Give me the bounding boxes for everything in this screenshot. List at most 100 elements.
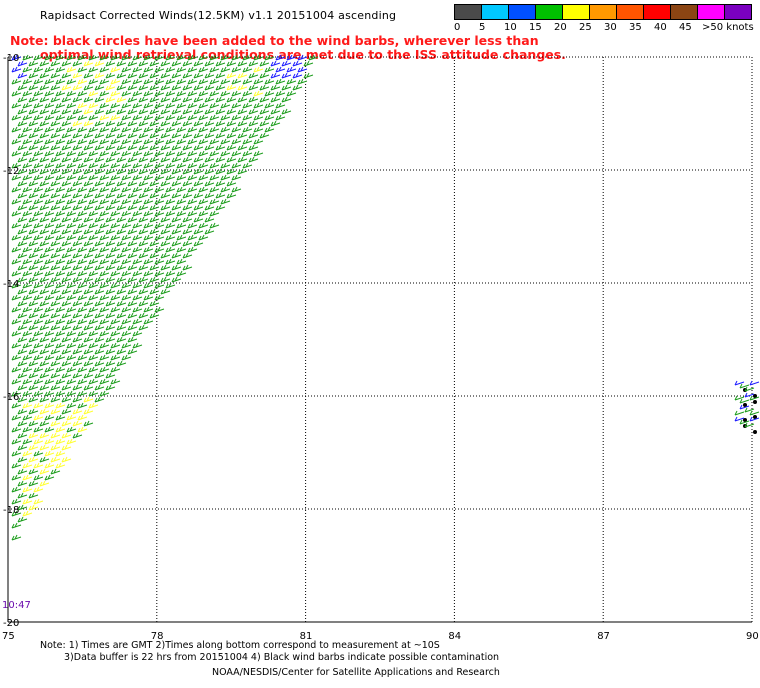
wind-barb	[44, 210, 55, 217]
wind-barb	[22, 234, 33, 241]
wind-barb	[39, 204, 50, 211]
wind-barb	[143, 210, 154, 217]
wind-barb	[116, 156, 127, 163]
wind-barb	[44, 402, 55, 409]
wind-barb	[17, 336, 28, 343]
wind-barb	[143, 138, 154, 145]
wind-barb	[50, 264, 61, 271]
wind-barb	[744, 422, 755, 428]
footer-line-2: 3)Data buffer is 22 hrs from 20151004 4)…	[64, 652, 500, 663]
wind-barb	[182, 204, 193, 211]
wind-barb	[77, 414, 88, 421]
wind-barb	[83, 396, 94, 403]
wind-barb	[231, 54, 242, 61]
wind-barb	[204, 108, 215, 115]
wind-barb	[83, 312, 94, 319]
wind-barb	[17, 420, 28, 427]
wind-barb	[121, 138, 132, 145]
wind-barb	[28, 480, 39, 487]
wind-barb	[99, 390, 110, 397]
wind-barb	[72, 300, 83, 307]
wind-barb	[72, 216, 83, 223]
wind-barb	[127, 132, 138, 139]
wind-barb	[28, 132, 39, 139]
longitude-label: 87	[597, 631, 610, 640]
wind-barb	[44, 150, 55, 157]
wind-barb	[99, 186, 110, 193]
wind-barb	[171, 144, 182, 151]
wind-barb	[44, 366, 55, 373]
wind-barb	[209, 210, 220, 217]
wind-barb	[17, 456, 28, 463]
wind-barb	[77, 234, 88, 241]
wind-barb	[28, 360, 39, 367]
wind-barb	[165, 234, 176, 241]
wind-barb	[110, 198, 121, 205]
wind-barb	[182, 168, 193, 175]
wind-barb	[55, 234, 66, 241]
wind-barb	[165, 210, 176, 217]
wind-barb	[176, 150, 187, 157]
wind-barb	[204, 192, 215, 199]
map-grid	[7, 56, 753, 623]
wind-barb	[11, 198, 22, 205]
wind-barb	[121, 210, 132, 217]
wind-barb	[61, 408, 72, 415]
wind-barb	[149, 144, 160, 151]
wind-barb	[116, 240, 127, 247]
wind-barb	[116, 264, 127, 271]
legend-label: 40	[654, 22, 667, 33]
wind-barb	[204, 120, 215, 127]
wind-barb	[22, 414, 33, 421]
wind-barb	[116, 288, 127, 295]
wind-barb	[33, 78, 44, 85]
wind-barb	[121, 222, 132, 229]
wind-barb	[110, 366, 121, 373]
wind-barb	[88, 378, 99, 385]
wind-barb	[176, 270, 187, 277]
wind-barb	[72, 264, 83, 271]
wind-barb	[110, 126, 121, 133]
wind-barb	[39, 396, 50, 403]
wind-barb	[50, 60, 61, 67]
wind-barb	[17, 204, 28, 211]
wind-barb	[17, 468, 28, 475]
wind-barb	[39, 480, 50, 487]
wind-barb	[99, 90, 110, 97]
wind-barb	[264, 102, 275, 109]
wind-barb	[204, 96, 215, 103]
wind-barb	[83, 156, 94, 163]
pass-time-label: 10:47	[2, 600, 31, 611]
wind-barb	[138, 324, 149, 331]
wind-barb	[182, 240, 193, 247]
wind-barb	[39, 408, 50, 415]
wind-barb	[171, 120, 182, 127]
wind-barb	[132, 270, 143, 277]
wind-barb	[110, 270, 121, 277]
wind-barb	[121, 234, 132, 241]
wind-barb	[77, 174, 88, 181]
wind-barb	[83, 300, 94, 307]
wind-barb	[28, 144, 39, 151]
wind-barb	[165, 222, 176, 229]
wind-barb	[66, 210, 77, 217]
wind-barb	[83, 288, 94, 295]
legend-swatches	[454, 4, 752, 20]
wind-barb	[39, 348, 50, 355]
wind-barb	[83, 72, 94, 79]
wind-barb	[99, 318, 110, 325]
wind-barb	[94, 156, 105, 163]
wind-barb	[226, 72, 237, 79]
wind-barb	[116, 132, 127, 139]
wind-barb	[204, 144, 215, 151]
wind-barb	[39, 96, 50, 103]
wind-barb	[28, 396, 39, 403]
wind-barb	[33, 294, 44, 301]
wind-barb	[94, 336, 105, 343]
wind-barb	[187, 90, 198, 97]
wind-barb	[143, 114, 154, 121]
wind-barb	[149, 216, 160, 223]
wind-barb	[33, 90, 44, 97]
wind-barb	[127, 120, 138, 127]
wind-barb	[176, 198, 187, 205]
